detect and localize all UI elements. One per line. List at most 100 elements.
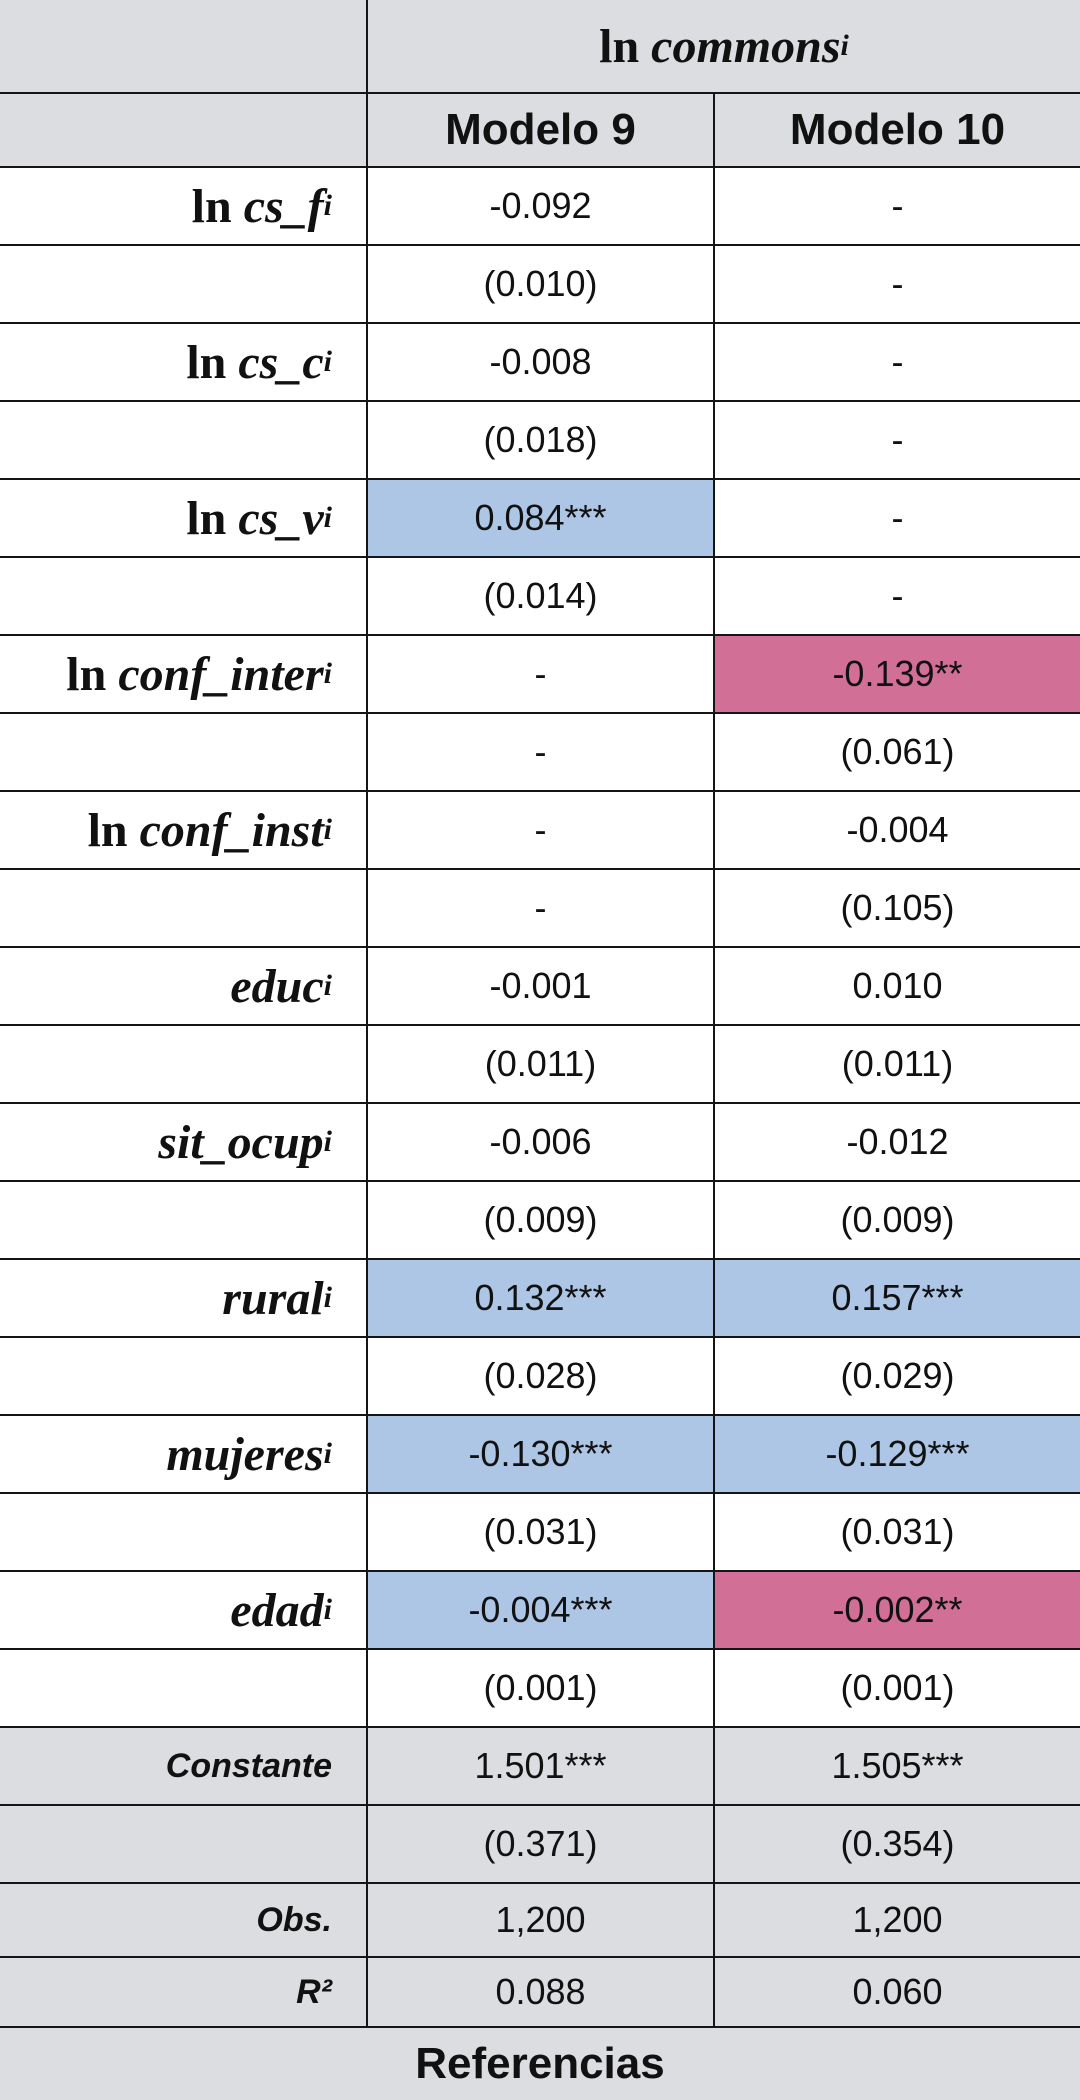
row-label: mujeres i bbox=[0, 1416, 366, 1492]
row-label: ln cs_v i bbox=[0, 480, 366, 556]
label-prefix: ln bbox=[87, 803, 128, 857]
cell: - bbox=[715, 480, 1080, 556]
label-var: educ bbox=[230, 959, 324, 1013]
cell: (0.001) bbox=[368, 1650, 713, 1726]
cell: -0.130*** bbox=[368, 1416, 713, 1492]
cell: 0.088 bbox=[368, 1958, 713, 2026]
label-prefix: ln bbox=[191, 179, 232, 233]
row-label bbox=[0, 558, 366, 634]
row-label: ln conf_inter i bbox=[0, 636, 366, 712]
row-label bbox=[0, 1806, 366, 1882]
label-prefix: ln bbox=[66, 647, 107, 701]
cell: (0.029) bbox=[715, 1338, 1080, 1414]
row-label bbox=[0, 1026, 366, 1102]
row-label: Constante bbox=[0, 1728, 366, 1804]
cell: -0.004 bbox=[715, 792, 1080, 868]
cell: (0.371) bbox=[368, 1806, 713, 1882]
cell: 1,200 bbox=[715, 1884, 1080, 1956]
label-var: mujeres bbox=[166, 1427, 324, 1481]
cell: 0.060 bbox=[715, 1958, 1080, 2026]
label-sub: i bbox=[323, 189, 332, 222]
row-label bbox=[0, 1182, 366, 1258]
cell: - bbox=[715, 324, 1080, 400]
cell: (0.031) bbox=[715, 1494, 1080, 1570]
cell: (0.009) bbox=[715, 1182, 1080, 1258]
cell: (0.061) bbox=[715, 714, 1080, 790]
cell: -0.139** bbox=[715, 636, 1080, 712]
cell: -0.008 bbox=[368, 324, 713, 400]
cell: -0.002** bbox=[715, 1572, 1080, 1648]
label-sub: i bbox=[840, 29, 849, 62]
footer-title: Referencias bbox=[0, 2028, 1080, 2100]
row-label bbox=[0, 1494, 366, 1570]
label-sub: i bbox=[323, 501, 332, 534]
cell: - bbox=[715, 558, 1080, 634]
cell: (0.011) bbox=[715, 1026, 1080, 1102]
cell: 0.010 bbox=[715, 948, 1080, 1024]
label-prefix: ln bbox=[186, 335, 227, 389]
cell: - bbox=[368, 714, 713, 790]
cell: 0.157*** bbox=[715, 1260, 1080, 1336]
cell: - bbox=[368, 636, 713, 712]
row-label bbox=[0, 1338, 366, 1414]
label-sub: i bbox=[323, 1437, 332, 1470]
cell: 1.505*** bbox=[715, 1728, 1080, 1804]
row-label bbox=[0, 1650, 366, 1726]
row-label: educ i bbox=[0, 948, 366, 1024]
label-prefix: ln bbox=[186, 491, 227, 545]
row-label: rural i bbox=[0, 1260, 366, 1336]
row-label: Obs. bbox=[0, 1884, 366, 1956]
cell: (0.009) bbox=[368, 1182, 713, 1258]
cell: - bbox=[715, 246, 1080, 322]
cell: - bbox=[715, 168, 1080, 244]
cell: - bbox=[368, 870, 713, 946]
cell: 0.084*** bbox=[368, 480, 713, 556]
row-label bbox=[0, 870, 366, 946]
label-sub: i bbox=[323, 1125, 332, 1158]
corner bbox=[0, 94, 366, 166]
label-sub: i bbox=[323, 1593, 332, 1626]
label-prefix: ln bbox=[599, 19, 640, 73]
cell: -0.006 bbox=[368, 1104, 713, 1180]
cell: -0.129*** bbox=[715, 1416, 1080, 1492]
label-var: conf_inter bbox=[118, 647, 324, 701]
label-sub: i bbox=[323, 1281, 332, 1314]
label-var: conf_inst bbox=[139, 803, 324, 857]
cell: - bbox=[368, 792, 713, 868]
cell: (0.001) bbox=[715, 1650, 1080, 1726]
label-var: cs_f bbox=[243, 179, 324, 233]
label-var: rural bbox=[222, 1271, 324, 1325]
label-sub: i bbox=[323, 657, 332, 690]
cell: 1,200 bbox=[368, 1884, 713, 1956]
label-var: cs_v bbox=[238, 491, 324, 545]
cell: (0.105) bbox=[715, 870, 1080, 946]
label-var: edad bbox=[230, 1583, 324, 1637]
row-label: ln cs_f i bbox=[0, 168, 366, 244]
label-sub: i bbox=[323, 345, 332, 378]
cell: (0.031) bbox=[368, 1494, 713, 1570]
row-label bbox=[0, 402, 366, 478]
cell: 0.132*** bbox=[368, 1260, 713, 1336]
cell: (0.011) bbox=[368, 1026, 713, 1102]
cell: -0.004*** bbox=[368, 1572, 713, 1648]
cell: -0.001 bbox=[368, 948, 713, 1024]
cell: (0.028) bbox=[368, 1338, 713, 1414]
label-sub: i bbox=[323, 813, 332, 846]
cell: (0.018) bbox=[368, 402, 713, 478]
cell: - bbox=[715, 402, 1080, 478]
dependent-variable: ln commons i bbox=[368, 0, 1080, 92]
row-label: ln cs_c i bbox=[0, 324, 366, 400]
row-label: sit_ocup i bbox=[0, 1104, 366, 1180]
row-label bbox=[0, 714, 366, 790]
column-header: Modelo 9 bbox=[368, 94, 713, 166]
row-label: edad i bbox=[0, 1572, 366, 1648]
label-var: sit_ocup bbox=[158, 1115, 324, 1169]
corner bbox=[0, 0, 366, 92]
row-label: ln conf_inst i bbox=[0, 792, 366, 868]
row-label bbox=[0, 246, 366, 322]
cell: 1.501*** bbox=[368, 1728, 713, 1804]
cell: -0.012 bbox=[715, 1104, 1080, 1180]
row-label: R² bbox=[0, 1958, 366, 2026]
cell: (0.354) bbox=[715, 1806, 1080, 1882]
